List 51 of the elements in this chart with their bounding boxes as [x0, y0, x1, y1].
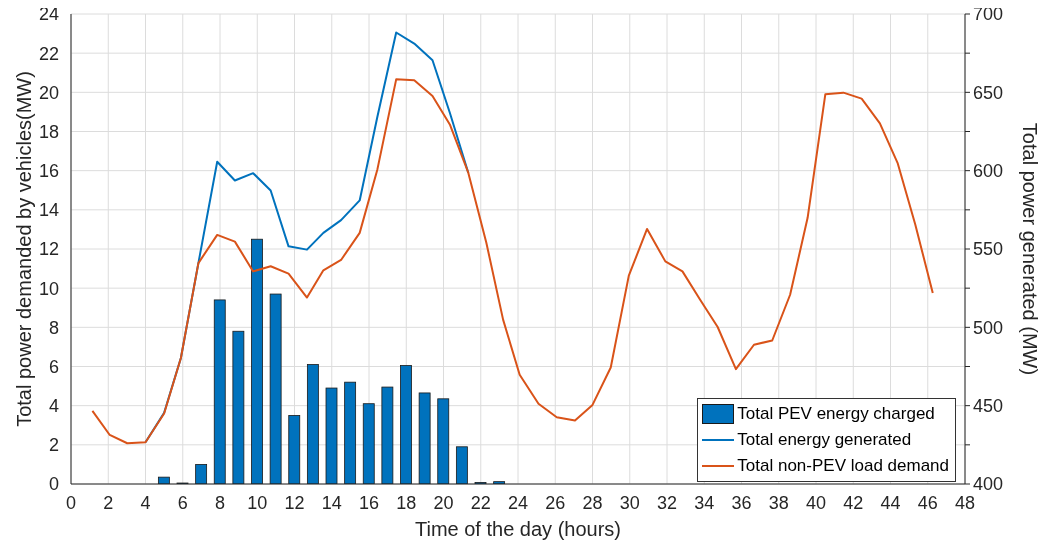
x-tick-label: 24	[507, 492, 529, 513]
x-tick-label: 12	[284, 492, 305, 513]
y2-tick-label: 700	[973, 4, 1004, 25]
x-tick-label: 44	[880, 492, 901, 513]
x-tick-label: 2	[103, 492, 114, 513]
y-tick-label: 24	[38, 4, 59, 25]
y2-tick-label: 450	[973, 396, 1004, 417]
x-tick-label: 6	[177, 492, 188, 513]
y-tick-label: 18	[38, 121, 59, 142]
x-tick-label: 38	[768, 492, 789, 513]
y2-tick-label: 550	[973, 239, 1004, 260]
x-tick-label: 46	[917, 492, 938, 513]
x-tick-label: 32	[656, 492, 678, 513]
x-tick-label: 10	[247, 492, 268, 513]
y2-tick-label: 650	[973, 82, 1004, 103]
y-tick-label: 10	[38, 278, 59, 299]
y-tick-label: 22	[38, 43, 59, 64]
y-tick-label: 6	[48, 356, 59, 377]
y2-tick-label: 400	[973, 474, 1004, 495]
x-tick-label: 4	[140, 492, 151, 513]
x-tick-label: 8	[214, 492, 226, 513]
y-tick-label: 8	[48, 317, 59, 338]
x-tick-label: 26	[545, 492, 566, 513]
y-axis-title: Total power demanded by vehicles(MW)	[13, 71, 36, 427]
y-tick-label: 0	[48, 474, 59, 495]
y2-tick-label: 600	[973, 161, 1004, 182]
y-tick-label: 4	[48, 396, 59, 417]
y-tick-label: 20	[38, 82, 59, 103]
x-tick-label: 16	[358, 492, 380, 513]
x-tick-label: 20	[433, 492, 454, 513]
y-tick-label: 2	[48, 435, 59, 456]
x-tick-label: 22	[470, 492, 491, 513]
x-tick-label: 28	[582, 492, 603, 513]
x-tick-label: 34	[694, 492, 715, 513]
y-tick-label: 12	[38, 239, 59, 260]
x-tick-label: 0	[65, 492, 77, 513]
y2-axis-title: Total power generated (MW)	[1018, 122, 1041, 376]
legend-label: Total energy generated	[737, 429, 912, 451]
y2-tick-label: 500	[973, 317, 1004, 338]
x-tick-label: 36	[731, 492, 752, 513]
x-tick-label: 18	[396, 492, 417, 513]
y-tick-label: 16	[38, 161, 59, 182]
y-tick-label: 14	[38, 200, 59, 221]
legend-label: Total PEV energy charged	[737, 403, 935, 425]
x-axis-title: Time of the day (hours)	[414, 518, 622, 540]
x-tick-label: 30	[619, 492, 640, 513]
x-tick-label: 14	[321, 492, 342, 513]
x-tick-label: 48	[954, 492, 976, 513]
x-tick-label: 40	[805, 492, 827, 513]
x-tick-label: 42	[843, 492, 864, 513]
legend-label: Total non-PEV load demand	[737, 455, 949, 477]
